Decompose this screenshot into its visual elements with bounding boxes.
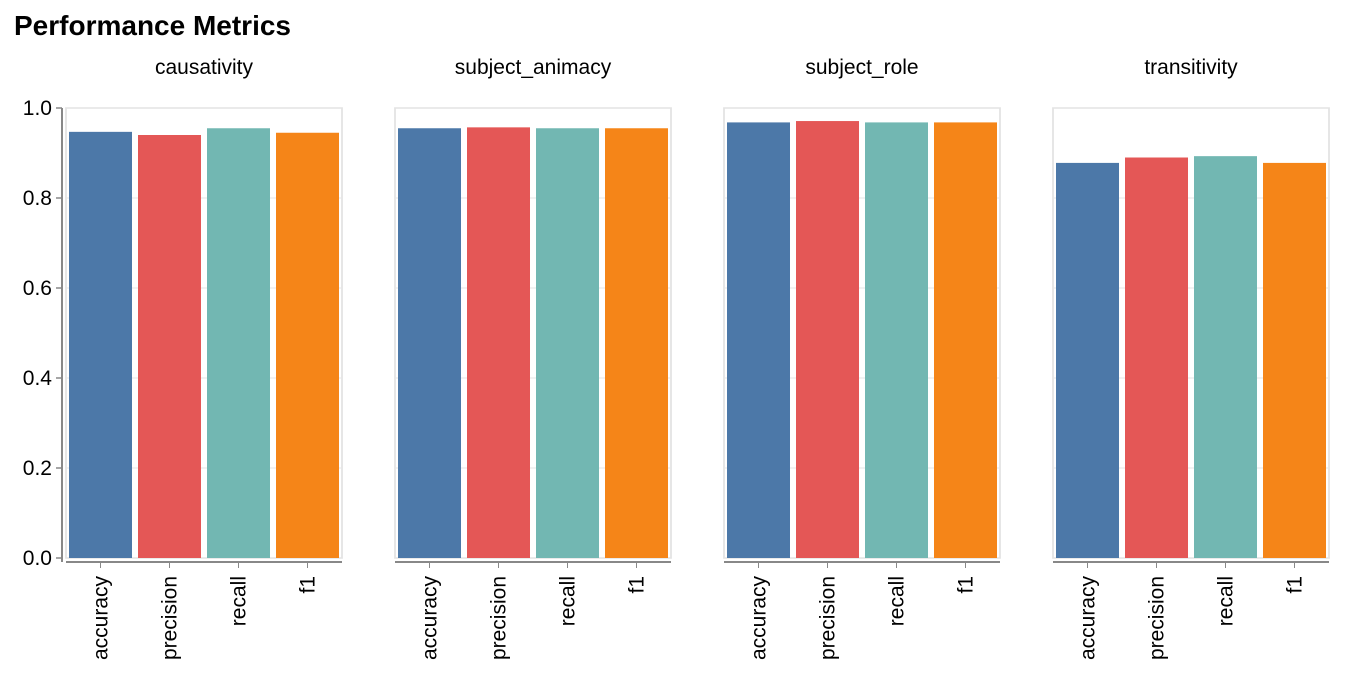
x-tick-label: accuracy [419,576,442,661]
facet-header: subject_animacy [455,56,612,79]
bar-recall [536,128,599,558]
y-tick-label: 0.4 [23,367,53,390]
x-tick-label: precision [488,576,511,660]
x-tick-label: recall [1215,576,1238,626]
x-tick-label: precision [159,576,182,660]
bar-f1 [1263,162,1326,558]
bar-accuracy [1056,162,1119,558]
bar-accuracy [398,128,461,558]
bar-f1 [605,128,668,558]
facet-subject_role: subject_role accuracy precision recall f1 [723,56,1001,661]
bar-precision [138,135,201,558]
bar-accuracy [727,122,790,559]
bar-f1 [934,122,997,559]
facet-subject_animacy: subject_animacy accuracy precision recall f1 [394,56,672,661]
facet-header: subject_role [805,56,918,79]
x-tick-label: f1 [955,576,978,594]
x-tick-label: recall [228,576,251,626]
facet-header: transitivity [1144,56,1238,79]
x-tick-label: precision [1146,576,1169,660]
x-tick-label: f1 [297,576,320,594]
bar-precision [1125,157,1188,558]
x-tick-label: f1 [1284,576,1307,594]
facet-transitivity: transitivity accuracy precision recall f1 [1052,56,1330,661]
y-tick-label: 0.0 [23,547,52,570]
x-tick-label: recall [557,576,580,626]
chart-title: Performance Metrics [14,10,292,41]
bar-recall [1194,156,1257,558]
x-tick-label: precision [817,576,840,660]
facet-header: causativity [155,56,254,79]
x-tick-label: accuracy [1077,576,1100,661]
y-tick-label: 1.0 [23,97,52,120]
bar-precision [467,127,530,558]
x-tick-label: f1 [626,576,649,594]
facet-causativity: causativity accuracy precision recall f1 [65,56,343,661]
y-tick-label: 0.2 [23,457,52,480]
bar-precision [796,121,859,559]
bar-f1 [276,132,339,558]
x-tick-label: accuracy [748,576,771,661]
bar-recall [207,128,270,558]
bar-recall [865,122,928,559]
y-axis: 0.0 0.2 0.4 0.6 0.8 1.0 [23,97,63,570]
x-tick-label: recall [886,576,909,626]
x-tick-label: accuracy [90,576,113,661]
bar-accuracy [69,131,132,558]
y-tick-label: 0.6 [23,277,52,300]
y-tick-label: 0.8 [23,187,52,210]
